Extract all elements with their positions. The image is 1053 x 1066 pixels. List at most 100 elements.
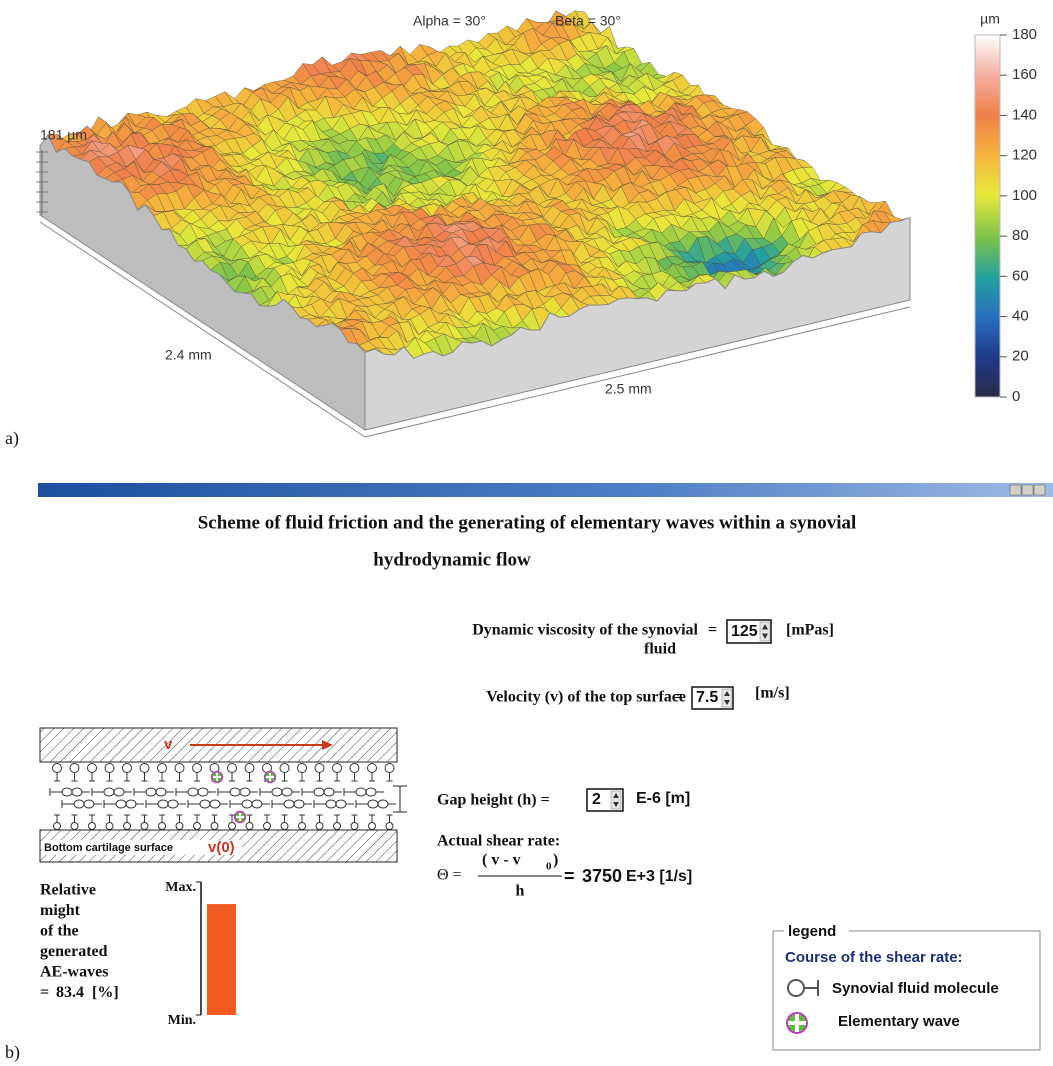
left-wall <box>39 133 366 431</box>
molecule <box>122 763 132 773</box>
chain-ring <box>365 787 377 797</box>
chain-ring <box>103 787 115 797</box>
chain-ring <box>157 799 169 809</box>
molecule <box>70 822 79 830</box>
numerator: ( v - v <box>482 852 521 869</box>
equals: = <box>708 622 717 639</box>
might-unit: [%] <box>92 984 119 1001</box>
numerator-close: ) <box>553 852 558 869</box>
molecule <box>263 822 271 830</box>
might-bar <box>207 904 236 1015</box>
chain-ring <box>283 799 295 809</box>
chain-ring <box>271 787 283 797</box>
molecule <box>314 763 325 773</box>
velocity-unit: [m/s] <box>755 685 790 702</box>
might-tick-label: Min. <box>168 1013 196 1028</box>
height-label: 181 µm <box>40 127 87 143</box>
legend-item: Elementary wave <box>838 1013 960 1030</box>
molecule <box>279 763 290 773</box>
chain-ring <box>281 787 293 797</box>
chain-ring <box>325 799 337 809</box>
colorbar-tick-label: 120 <box>1012 147 1037 164</box>
might-label: Relative <box>40 882 96 899</box>
molecule <box>244 763 255 773</box>
molecule <box>332 763 342 773</box>
molecule <box>193 822 201 830</box>
panel-label: a) <box>5 428 19 449</box>
molecule <box>104 763 115 773</box>
viscosity-label: fluid <box>644 641 676 658</box>
velocity-label: Velocity (v) of the top surface <box>486 689 686 706</box>
spinner-button <box>610 790 622 810</box>
molecule <box>88 822 96 830</box>
x-length: 2.4 mm <box>165 347 212 363</box>
wave-cross <box>239 813 241 821</box>
molecule <box>368 822 376 830</box>
window-buttons[interactable] <box>1009 484 1046 496</box>
molecule <box>297 763 307 773</box>
might-label: AE-waves <box>40 964 108 981</box>
chain-ring <box>145 787 157 797</box>
alpha-label: Alpha = 30° <box>413 13 486 29</box>
spinner-arrows <box>610 790 622 810</box>
bottom-label: Bottom cartilage surface <box>44 842 173 854</box>
chain-ring <box>323 787 335 797</box>
chain-ring <box>115 799 127 809</box>
arrow-down <box>724 700 730 705</box>
velocity-value: 7.5 <box>696 689 718 706</box>
molecule <box>105 822 114 830</box>
chain-ring <box>155 787 167 797</box>
title-bar <box>38 483 1053 497</box>
front-wall <box>364 216 911 431</box>
top-velocity: v <box>164 736 173 753</box>
molecule <box>192 763 202 773</box>
colorbar-tick-label: 80 <box>1012 227 1029 244</box>
molecule <box>175 822 184 830</box>
might-label: generated <box>40 943 108 960</box>
shear-label: Actual shear rate: <box>437 833 560 850</box>
gap-unit: E-6 [m] <box>636 790 690 807</box>
chain-ring <box>71 787 83 797</box>
chain-ring <box>125 799 137 809</box>
chain-ring <box>229 787 241 797</box>
colorbar-tick-label: 160 <box>1012 66 1037 83</box>
wave-cross <box>216 773 218 781</box>
molecule <box>157 763 167 773</box>
molecule <box>280 822 289 830</box>
might-tick-label: Max. <box>165 880 196 895</box>
viscosity-label: Dynamic viscosity of the synovial <box>472 622 698 639</box>
arrow-up <box>613 793 619 798</box>
legend-heading: Course of the shear rate: <box>785 949 963 966</box>
colorbar-tick-label: 180 <box>1012 26 1037 43</box>
denominator: h <box>516 883 525 900</box>
theta: Θ = <box>437 867 462 884</box>
molecule <box>384 763 395 773</box>
molecule <box>227 763 237 773</box>
colorbar-tick-label: 60 <box>1012 267 1029 284</box>
molecule <box>210 822 219 830</box>
title: Scheme of fluid friction and the generat… <box>198 512 857 533</box>
chain-ring <box>61 787 73 797</box>
spinner-arrows <box>759 621 771 642</box>
molecule <box>53 822 61 830</box>
viscosity-unit: [mPas] <box>786 622 834 639</box>
spinner-button <box>759 621 771 642</box>
legend-item: Synovial fluid molecule <box>832 980 999 997</box>
panel-label: b) <box>5 1042 20 1063</box>
molecule <box>245 822 254 830</box>
base-edge <box>39 221 911 438</box>
molecule <box>333 822 341 830</box>
scheme <box>39 727 407 863</box>
chain-ring <box>335 799 347 809</box>
arrow-up <box>724 691 730 696</box>
colorbar-tick-label: 40 <box>1012 308 1029 325</box>
might-label: of the <box>40 923 79 940</box>
surface-plot <box>36 10 911 438</box>
might-sign: = <box>40 984 49 1001</box>
gap-value: 2 <box>592 791 601 808</box>
chain-ring <box>293 799 305 809</box>
arrow-down <box>762 633 768 639</box>
molecule <box>349 763 360 773</box>
chain-ring <box>113 787 125 797</box>
